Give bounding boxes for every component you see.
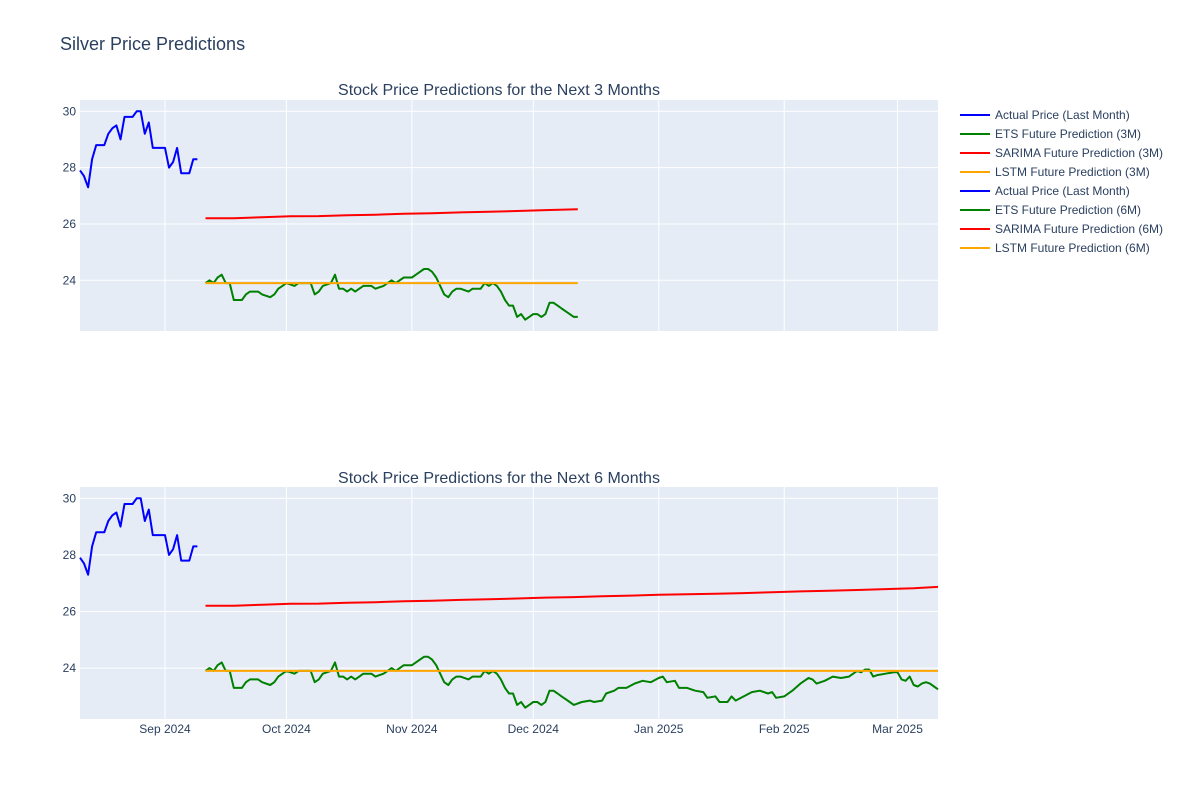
y-tick-label: 28 <box>63 161 77 175</box>
x-tick-label: Feb 2025 <box>759 722 810 736</box>
series-line-sarima-future-prediction-3m <box>205 208 578 220</box>
subplot-title: Stock Price Predictions for the Next 3 M… <box>338 82 660 99</box>
series-line-ets-future-prediction-6m <box>204 655 939 709</box>
x-tick-label: Oct 2024 <box>262 722 311 736</box>
y-tick-label: 26 <box>63 604 77 618</box>
x-tick-label: Dec 2024 <box>508 722 560 736</box>
legend-label: SARIMA Future Prediction (3M) <box>995 146 1163 160</box>
y-tick-label: 24 <box>63 273 77 287</box>
legend-label: ETS Future Prediction (6M) <box>995 203 1141 217</box>
legend-label: LSTM Future Prediction (6M) <box>995 241 1150 255</box>
legend-label: SARIMA Future Prediction (6M) <box>995 222 1163 236</box>
legend-item[interactable]: ETS Future Prediction (3M) <box>960 127 1141 141</box>
subplot-panels: Stock Price Predictions for the Next 3 M… <box>63 82 939 736</box>
legend-label: Actual Price (Last Month) <box>995 184 1130 198</box>
y-tick-label: 26 <box>63 217 77 231</box>
legend-item[interactable]: LSTM Future Prediction (6M) <box>960 241 1150 255</box>
legend-label: ETS Future Prediction (3M) <box>995 127 1141 141</box>
subplot-1: Stock Price Predictions for the Next 3 M… <box>63 82 938 331</box>
legend-item[interactable]: LSTM Future Prediction (3M) <box>960 165 1150 179</box>
series-line-ets-future-prediction-3m <box>204 268 578 321</box>
legend-item[interactable]: Actual Price (Last Month) <box>960 108 1130 122</box>
y-tick-label: 24 <box>63 661 77 675</box>
x-tick-label: Mar 2025 <box>872 722 923 736</box>
x-tick-label: Sep 2024 <box>139 722 191 736</box>
y-tick-label: 30 <box>63 104 77 118</box>
series-line-actual-price-last-month <box>79 110 198 189</box>
legend-label: Actual Price (Last Month) <box>995 108 1130 122</box>
y-tick-label: 28 <box>63 548 77 562</box>
legend-item[interactable]: SARIMA Future Prediction (3M) <box>960 146 1163 160</box>
x-tick-label: Jan 2025 <box>634 722 684 736</box>
plot-area <box>80 100 938 331</box>
figure-title: Silver Price Predictions <box>60 34 245 54</box>
legend[interactable]: Actual Price (Last Month) ETS Future Pred… <box>960 108 1163 255</box>
plot-area <box>80 487 938 719</box>
subplot-title: Stock Price Predictions for the Next 6 M… <box>338 470 660 487</box>
x-tick-label: Nov 2024 <box>386 722 438 736</box>
legend-item[interactable]: Actual Price (Last Month) <box>960 184 1130 198</box>
y-tick-label: 30 <box>63 491 77 505</box>
legend-item[interactable]: ETS Future Prediction (6M) <box>960 203 1141 217</box>
series-line-sarima-future-prediction-6m <box>205 585 939 607</box>
legend-item[interactable]: SARIMA Future Prediction (6M) <box>960 222 1163 236</box>
legend-label: LSTM Future Prediction (3M) <box>995 165 1150 179</box>
subplot-2: Stock Price Predictions for the Next 6 M… <box>63 470 939 736</box>
series-line-actual-price-last-month <box>79 497 198 576</box>
